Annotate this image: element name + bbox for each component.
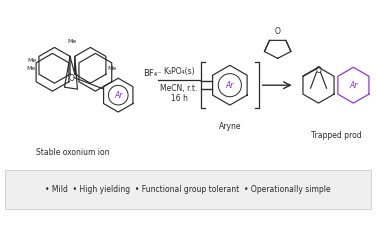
Text: • Mild  • High yielding  • Functional group tolerant  • Operationally simple: • Mild • High yielding • Functional grou… (45, 185, 331, 194)
Text: Stable oxonium ion: Stable oxonium ion (36, 148, 109, 157)
Text: Me: Me (68, 39, 77, 44)
Text: K₃PO₄(s): K₃PO₄(s) (163, 67, 195, 76)
Text: +: + (74, 72, 79, 77)
Text: Trapped prod: Trapped prod (311, 131, 362, 140)
Text: 16 h: 16 h (171, 94, 188, 103)
Text: Me: Me (28, 58, 37, 63)
Text: Me: Me (107, 66, 116, 71)
FancyBboxPatch shape (5, 170, 371, 210)
Text: O: O (315, 66, 321, 75)
Text: Aryne: Aryne (218, 122, 241, 131)
Text: MeCN, r.t.: MeCN, r.t. (160, 84, 198, 93)
Text: Ar: Ar (226, 81, 234, 90)
Text: BF₄⁻: BF₄⁻ (143, 69, 162, 78)
Text: Ar: Ar (114, 91, 123, 100)
Text: Me: Me (27, 66, 36, 71)
Text: Ar: Ar (349, 81, 358, 90)
Text: O: O (275, 27, 280, 37)
Text: O: O (68, 74, 74, 83)
